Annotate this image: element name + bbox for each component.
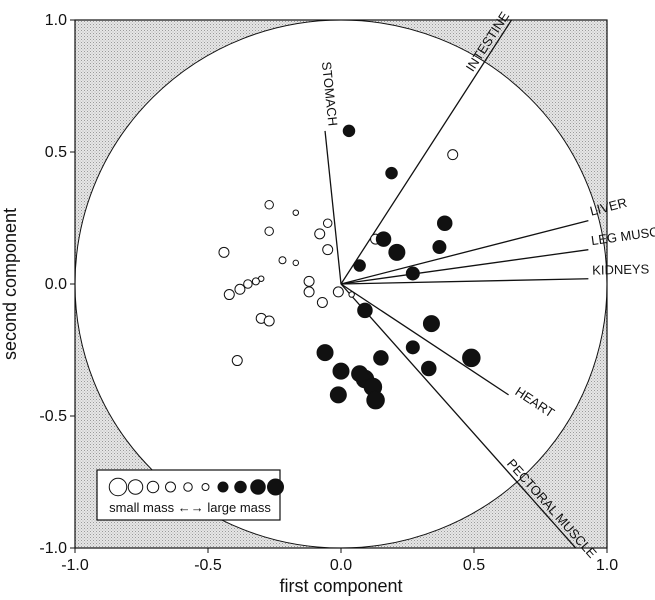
y-tick-label: 1.0 bbox=[45, 12, 67, 29]
filled-point bbox=[432, 240, 447, 255]
filled-point bbox=[373, 350, 389, 366]
open-point bbox=[316, 296, 328, 308]
open-point bbox=[264, 226, 274, 236]
legend: small mass ←→ large mass bbox=[96, 469, 284, 521]
filled-point bbox=[366, 390, 385, 410]
open-point bbox=[218, 246, 230, 258]
legend-symbol bbox=[250, 479, 266, 495]
vector-line bbox=[340, 283, 577, 548]
x-tick-label: -1.0 bbox=[61, 557, 89, 574]
y-tick-label: -1.0 bbox=[39, 540, 67, 557]
open-point bbox=[303, 275, 315, 287]
variable-vectors bbox=[324, 20, 589, 548]
open-point bbox=[234, 283, 246, 295]
filled-point bbox=[385, 166, 398, 180]
vector-label: STOMACH bbox=[319, 61, 341, 127]
open-point bbox=[223, 289, 235, 301]
filled-point bbox=[351, 365, 369, 383]
y-tick-label: 0.0 bbox=[45, 276, 67, 293]
vector-line bbox=[340, 283, 509, 396]
open-point bbox=[348, 291, 355, 298]
open-point bbox=[332, 286, 344, 298]
legend-symbol bbox=[201, 483, 210, 491]
filled-point bbox=[316, 344, 334, 362]
open-point bbox=[292, 259, 300, 267]
filled-point bbox=[405, 266, 420, 281]
vector-line bbox=[340, 20, 513, 285]
x-tick-label: 0.0 bbox=[330, 557, 352, 574]
legend-text: small mass ←→ large mass bbox=[109, 500, 271, 515]
open-point bbox=[251, 277, 260, 286]
legend-symbol bbox=[146, 480, 160, 494]
open-point bbox=[292, 209, 300, 216]
x-tick-label: -0.5 bbox=[194, 557, 222, 574]
vector-line bbox=[340, 220, 589, 285]
x-tick-label: 0.5 bbox=[463, 557, 485, 574]
legend-box bbox=[96, 469, 281, 521]
legend-symbol bbox=[127, 479, 144, 495]
filled-point bbox=[329, 386, 347, 404]
filled-point bbox=[375, 231, 392, 247]
open-point bbox=[314, 228, 326, 240]
filled-point bbox=[342, 124, 356, 138]
x-tick-label: 1.0 bbox=[596, 557, 618, 574]
y-axis-title: second component bbox=[0, 208, 20, 360]
filled-point bbox=[405, 340, 420, 355]
open-point bbox=[263, 315, 275, 327]
vector-line bbox=[340, 249, 589, 285]
legend-symbol bbox=[234, 480, 247, 494]
data-points bbox=[218, 124, 481, 410]
filled-point bbox=[332, 362, 350, 380]
legend-symbol bbox=[108, 477, 128, 497]
y-tick-label: 0.5 bbox=[45, 144, 67, 161]
filled-point bbox=[421, 360, 437, 377]
filled-point bbox=[436, 215, 453, 232]
vector-line bbox=[340, 278, 589, 285]
open-point bbox=[264, 200, 274, 210]
filled-point bbox=[462, 348, 481, 368]
y-tick-label: -0.5 bbox=[39, 408, 67, 425]
open-point bbox=[303, 286, 315, 298]
legend-symbol bbox=[217, 481, 229, 493]
x-axis-title: first component bbox=[279, 576, 402, 596]
filled-point bbox=[388, 243, 406, 261]
open-point bbox=[322, 244, 334, 256]
filled-point bbox=[353, 259, 366, 272]
legend-symbol bbox=[183, 482, 193, 492]
vector-label: KIDNEYS bbox=[592, 261, 650, 277]
open-point bbox=[447, 149, 459, 161]
axis-ticks: -1.0 -0.5 0.0 0.5 1.0 1.0 0.5 0.0 -0.5 -1.0 bbox=[39, 12, 618, 574]
filled-point bbox=[422, 315, 440, 333]
open-point bbox=[243, 279, 253, 289]
legend-symbols bbox=[108, 477, 284, 497]
open-point bbox=[231, 355, 243, 367]
open-point bbox=[322, 218, 333, 229]
legend-symbol bbox=[165, 481, 176, 493]
filled-point bbox=[357, 302, 373, 319]
legend-symbol bbox=[267, 478, 284, 496]
vector-line bbox=[324, 130, 342, 285]
open-point bbox=[278, 256, 287, 265]
